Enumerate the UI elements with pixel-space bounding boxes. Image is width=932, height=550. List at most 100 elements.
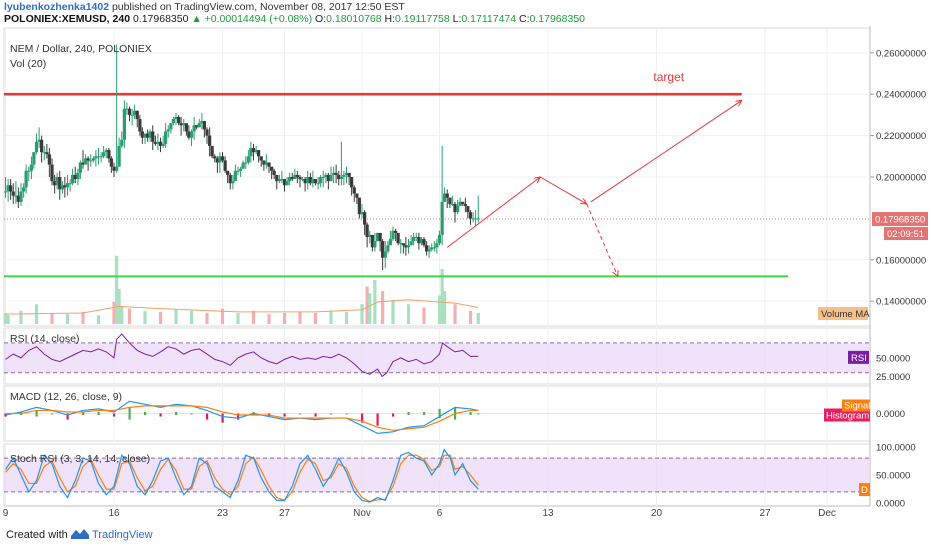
candle-body [239, 168, 243, 171]
volume-bar [440, 269, 444, 324]
candle-body [401, 243, 405, 246]
candle-body [53, 181, 57, 186]
symbol-label: POLONIEX:XEMUSD, 240 [4, 13, 131, 25]
tradingview-logo-icon[interactable] [70, 527, 90, 546]
volume-bar [143, 310, 147, 324]
candle-body [68, 183, 72, 185]
candle-body [115, 166, 119, 171]
candle-body [257, 150, 261, 157]
macd-signal-tag [842, 399, 870, 412]
candle-body [210, 145, 214, 157]
candle-body [166, 129, 170, 132]
candle-body [174, 116, 178, 120]
countdown-tag-label: 02:09:51 [887, 229, 924, 240]
author-link[interactable]: lyubenkozhenka1402 [4, 1, 110, 13]
volume-bar [158, 311, 163, 324]
candle-body [368, 234, 372, 238]
candle-body [378, 232, 382, 242]
candle-body [370, 234, 374, 248]
macd-hist-tag [824, 408, 870, 422]
low-label: L: [452, 13, 462, 25]
candle-body [272, 170, 276, 175]
macd-histogram-bar [51, 413, 54, 415]
published-text: published on TradingView.com, November 0… [111, 1, 405, 13]
price-tick-label: 0.20000000 [876, 173, 926, 184]
footer: Created with TradingView [0, 518, 932, 550]
candle-body [205, 129, 209, 136]
x-tick-label: Nov [353, 508, 371, 518]
candle-body [453, 203, 457, 213]
candle-body [91, 158, 95, 161]
volume-bar [381, 291, 385, 324]
macd-histogram-bar [283, 413, 286, 417]
price-tick-label: 0.22000000 [876, 131, 926, 142]
candle-body [231, 181, 235, 184]
candle-body [65, 183, 70, 188]
candle-body [112, 166, 116, 171]
candle-body [471, 218, 475, 220]
candle-body [11, 191, 15, 196]
candle-body [16, 195, 20, 202]
candle-body [55, 177, 59, 186]
volume-bar [443, 291, 447, 324]
candle-body [27, 170, 31, 172]
candle-body [156, 141, 160, 144]
stoch-d-tag-label: D [861, 485, 868, 496]
volume-bar [96, 315, 101, 324]
candle-body [76, 172, 80, 180]
candle-body [71, 174, 75, 184]
candle-body [391, 230, 395, 240]
volume-bar [267, 314, 271, 324]
volume-label: Vol (20) [10, 58, 46, 70]
candle-body [169, 123, 173, 130]
macd-histogram-bar [206, 413, 209, 420]
candle-body [151, 131, 155, 142]
macd-tick-label: 0.0000 [876, 409, 905, 420]
candle-body [270, 166, 274, 171]
candle-body [127, 108, 132, 115]
candle-body [158, 141, 163, 146]
macd-histogram-bar [128, 407, 131, 420]
stoch-tick-label: 50.0000 [876, 471, 910, 482]
candle-body [432, 247, 436, 249]
candle-body [437, 234, 442, 244]
volume-bar [329, 310, 333, 324]
volume-bar [368, 293, 372, 324]
candle-body [342, 174, 346, 177]
candle-body [135, 110, 139, 120]
projection-down-arrow [586, 203, 618, 276]
volume-bar [251, 310, 256, 324]
candle-body [104, 150, 108, 153]
macd-histogram-bar [407, 411, 410, 416]
stoch-tick-label: 0.0000 [876, 499, 905, 510]
candle-body [192, 125, 196, 132]
stoch-tick-label: 100.0000 [876, 442, 916, 453]
publish-line: lyubenkozhenka1402 published on TradingV… [4, 1, 405, 13]
candle-body [215, 158, 219, 163]
rsi-band [4, 342, 870, 373]
candle-body [195, 125, 199, 128]
volume-bar [365, 286, 369, 324]
volume-bar [298, 311, 302, 324]
candle-body [365, 224, 369, 238]
volume-bar [344, 311, 349, 324]
candle-body [84, 158, 88, 165]
candle-body [32, 152, 36, 165]
candle-body [295, 174, 299, 177]
projection-pullback-arrow [539, 176, 587, 204]
price-tick-label: 0.14000000 [876, 297, 926, 308]
x-tick-label: Dec [818, 508, 836, 518]
candle-body [182, 123, 186, 126]
x-tick-label: 9 [3, 508, 9, 518]
chart-svg[interactable]: 9 16 23 27 Nov 6 13 20 27 Dec 0.26000000 0.24000000… [0, 26, 932, 518]
candle-body [458, 201, 462, 206]
candle-body [339, 177, 343, 180]
macd-histogram-bar [361, 413, 364, 423]
tradingview-brand[interactable]: TradingView [92, 529, 153, 541]
projection-target-arrow [590, 100, 742, 203]
candle-body [6, 185, 10, 192]
volume-bar [282, 313, 287, 324]
candle-body [96, 156, 101, 158]
target-annotation: target [653, 70, 684, 84]
volume-ma-line [5, 299, 479, 315]
